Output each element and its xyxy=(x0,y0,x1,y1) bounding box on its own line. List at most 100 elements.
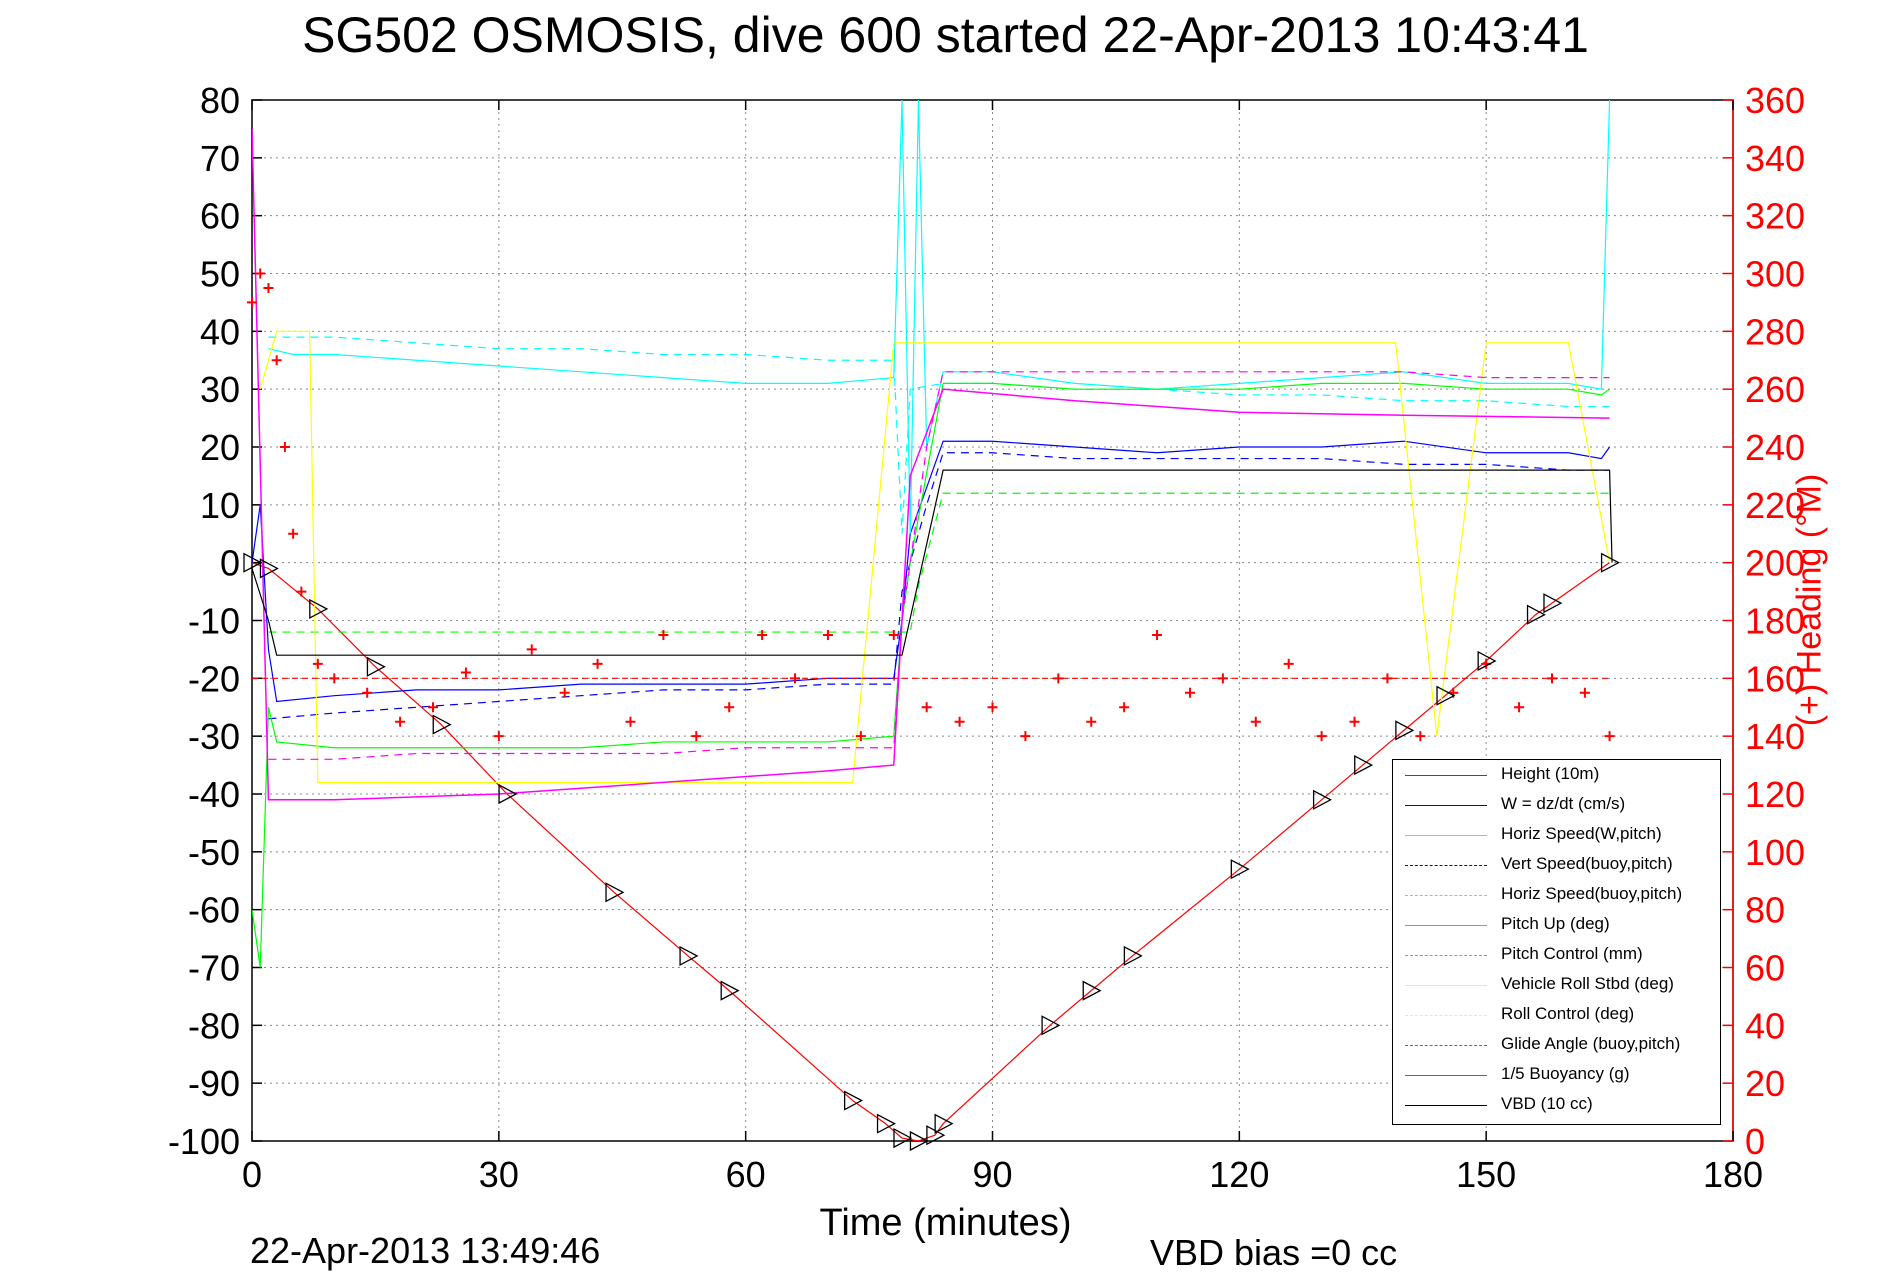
y2-tick-label: 120 xyxy=(1745,774,1805,815)
y2-tick-label: 360 xyxy=(1745,80,1805,121)
heading-point xyxy=(428,702,439,713)
legend-label: Vehicle Roll Stbd (deg) xyxy=(1501,974,1674,993)
heading-point xyxy=(1316,731,1327,742)
height-marker xyxy=(893,1128,913,1149)
legend-swatch xyxy=(1405,925,1487,926)
y-tick-label: -60 xyxy=(188,890,240,931)
series-line-glide xyxy=(268,371,1610,760)
height-marker xyxy=(1477,650,1497,672)
y-tick-label: 10 xyxy=(200,485,240,526)
legend-swatch xyxy=(1405,865,1487,866)
legend-swatch xyxy=(1405,895,1487,896)
y-tick-label: -30 xyxy=(188,716,240,757)
y2-tick-label: 200 xyxy=(1745,543,1805,584)
heading-point xyxy=(1514,702,1525,713)
series-line-pitch-control xyxy=(268,492,1610,633)
x-tick-label: 30 xyxy=(479,1154,519,1195)
heading-point xyxy=(1382,673,1393,684)
heading-point xyxy=(987,702,998,713)
x-tick-label: 150 xyxy=(1456,1154,1516,1195)
height-marker xyxy=(1600,552,1620,573)
heading-point xyxy=(362,687,373,698)
heading-point xyxy=(1349,716,1360,727)
y2-tick-label: 280 xyxy=(1745,311,1805,352)
legend-label: W = dz/dt (cm/s) xyxy=(1501,794,1626,813)
height-marker xyxy=(843,1090,864,1111)
y-tick-label: -100 xyxy=(168,1121,240,1162)
legend-swatch xyxy=(1405,1105,1487,1106)
y2-tick-label: 60 xyxy=(1745,948,1785,989)
legend-item-pitch-control: Pitch Control (mm) xyxy=(1393,940,1720,970)
y2-tick-label: 300 xyxy=(1745,254,1805,295)
series-line-horiz-speed-w xyxy=(268,100,1611,534)
heading-point xyxy=(329,673,340,684)
legend-item-pitch-up: Pitch Up (deg) xyxy=(1393,910,1720,940)
legend-label: Glide Angle (buoy,pitch) xyxy=(1501,1034,1681,1053)
legend-swatch xyxy=(1405,985,1487,986)
y2-tick-label: 260 xyxy=(1745,369,1805,410)
footer-timestamp: 22-Apr-2013 13:49:46 xyxy=(250,1230,601,1271)
y2-tick-label: 240 xyxy=(1745,427,1805,468)
heading-point xyxy=(592,658,603,669)
legend-item-buoyancy: 1/5 Buoyancy (g) xyxy=(1393,1060,1720,1090)
legend-swatch xyxy=(1405,955,1487,956)
heading-point xyxy=(1152,629,1163,640)
y2-tick-label: 340 xyxy=(1745,138,1805,179)
height-marker xyxy=(432,714,452,735)
legend-item-vert-speed-buoy: Vert Speed(buoy,pitch) xyxy=(1393,850,1720,880)
heading-point xyxy=(1053,673,1064,684)
y2-tick-label: 180 xyxy=(1745,601,1805,642)
legend-label: Roll Control (deg) xyxy=(1501,1004,1635,1023)
heading-point xyxy=(658,629,669,640)
height-marker xyxy=(366,656,386,677)
footer-vbd-bias: VBD bias =0 cc xyxy=(1150,1232,1398,1273)
heading-point xyxy=(855,731,866,742)
x-tick-label: 120 xyxy=(1209,1154,1269,1195)
height-marker xyxy=(1312,789,1332,810)
y2-tick-label: 20 xyxy=(1745,1063,1785,1104)
height-marker xyxy=(498,783,518,805)
y-tick-label: 50 xyxy=(200,254,240,295)
y2-tick-label: 0 xyxy=(1745,1121,1765,1162)
legend-item-horiz-speed-w: Horiz Speed(W,pitch) xyxy=(1393,820,1720,850)
heading-point xyxy=(1579,687,1590,698)
heading-point xyxy=(757,629,768,640)
height-marker xyxy=(1230,859,1250,880)
legend-label: 1/5 Buoyancy (g) xyxy=(1501,1064,1630,1083)
heading-point xyxy=(493,731,504,742)
heading-point xyxy=(691,731,702,742)
height-marker xyxy=(1041,1015,1061,1036)
y2-tick-label: 100 xyxy=(1745,832,1805,873)
legend-label: Pitch Up (deg) xyxy=(1501,914,1610,933)
legend-label: Vert Speed(buoy,pitch) xyxy=(1501,854,1673,873)
series-line-vbd xyxy=(252,469,1613,656)
heading-point xyxy=(888,629,899,640)
y2-tick-label: 220 xyxy=(1745,485,1805,526)
height-marker xyxy=(1082,980,1102,1001)
heading-point xyxy=(1283,658,1294,669)
heading-point xyxy=(296,586,307,597)
legend-swatch xyxy=(1405,775,1487,776)
series-line-w xyxy=(252,440,1611,703)
legend-item-height: Height (10m) xyxy=(1393,760,1720,790)
heading-point xyxy=(724,702,735,713)
y-tick-label: -80 xyxy=(188,1005,240,1046)
y-tick-label: 60 xyxy=(200,196,240,237)
height-marker xyxy=(309,598,329,620)
chart-title: SG502 OSMOSIS, dive 600 started 22-Apr-2… xyxy=(302,7,1589,63)
heading-point xyxy=(271,355,282,366)
heading-point xyxy=(559,687,570,698)
y2-tick-label: 80 xyxy=(1745,890,1785,931)
y2-tick-label: 140 xyxy=(1745,716,1805,757)
heading-point xyxy=(460,667,471,678)
heading-point xyxy=(1086,716,1097,727)
legend-label: Pitch Control (mm) xyxy=(1501,944,1643,963)
heading-point xyxy=(1217,673,1228,684)
legend-item-vehicle-roll: Vehicle Roll Stbd (deg) xyxy=(1393,970,1720,1000)
height-marker xyxy=(259,558,279,579)
y2-tick-label: 160 xyxy=(1745,658,1805,699)
height-marker xyxy=(876,1113,896,1134)
x-tick-label: 60 xyxy=(726,1154,766,1195)
y-tick-label: 70 xyxy=(200,138,240,179)
